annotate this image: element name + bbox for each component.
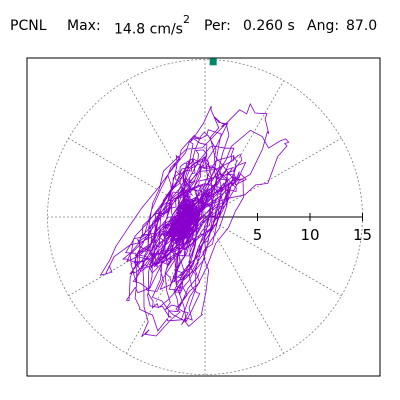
period-label: Per: (204, 18, 231, 34)
plot-frame (26, 57, 381, 377)
max-value: 14.8 cm/s2 (114, 13, 190, 38)
max-value-number: 14.8 cm/s (114, 21, 183, 38)
period-value: 0.260 s (243, 18, 295, 34)
max-label: Max: (67, 18, 101, 34)
axes (205, 213, 363, 221)
max-marker (209, 58, 217, 66)
station-name: PCNL (10, 18, 47, 34)
grid-spoke (204, 216, 342, 297)
motion-trace-path (99, 103, 290, 338)
radial-tick-label: 5 (253, 226, 263, 244)
radial-tick-label: 15 (353, 226, 372, 244)
max-value-exponent: 2 (182, 13, 190, 26)
grid-spoke (204, 216, 285, 354)
radial-labels: 5 10 15 (253, 226, 372, 244)
motion-trace (99, 103, 290, 338)
radial-tick-label: 10 (300, 226, 319, 244)
title-bar: PCNL Max: 14.8 cm/s2 Per: 0.260 s Ang: 8… (0, 12, 400, 38)
angle-label: Ang: (307, 18, 340, 34)
max-marker-square (209, 58, 217, 66)
angle-value: 87.0 (346, 18, 378, 34)
